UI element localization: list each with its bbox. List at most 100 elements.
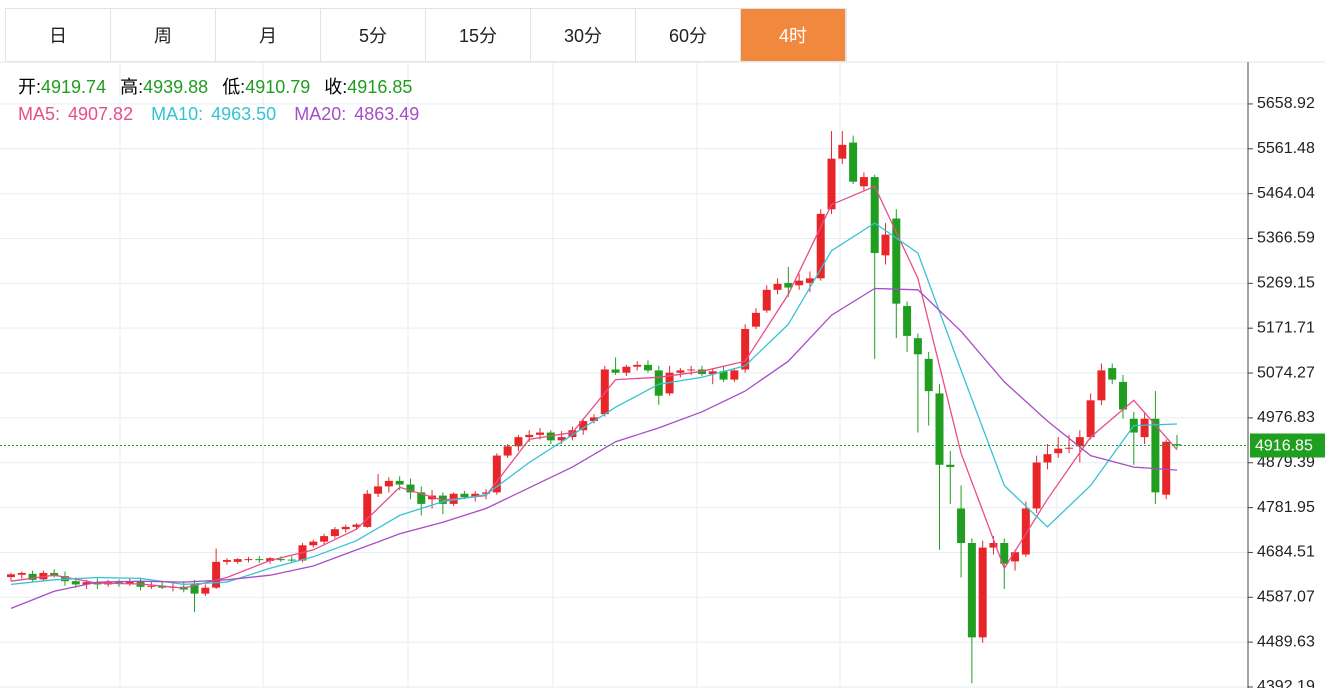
y-tick-label: 5074.27 bbox=[1257, 364, 1315, 381]
candle-body bbox=[190, 584, 199, 594]
candle-body bbox=[363, 493, 372, 527]
candle-body bbox=[730, 370, 739, 380]
candle-body bbox=[1097, 370, 1106, 401]
candle-body bbox=[276, 559, 285, 561]
period-tab[interactable]: 30分 bbox=[531, 9, 636, 61]
candle-body bbox=[957, 508, 966, 544]
candle-body bbox=[719, 371, 728, 380]
candle-body bbox=[492, 455, 501, 493]
y-tick-label: 5171.71 bbox=[1257, 319, 1315, 336]
y-tick-label: 4781.95 bbox=[1257, 499, 1315, 516]
candle-body bbox=[989, 543, 998, 548]
candle-body bbox=[125, 581, 134, 584]
candle-body bbox=[1011, 552, 1020, 562]
candle-body bbox=[309, 541, 318, 546]
period-tab[interactable]: 5分 bbox=[321, 9, 426, 61]
candle-body bbox=[633, 364, 642, 367]
candle-body bbox=[903, 305, 912, 336]
ma-legend-name: MA20: bbox=[294, 104, 347, 124]
period-tab[interactable]: 4时 bbox=[741, 9, 846, 61]
ma-legend-value: 4907.82 bbox=[68, 104, 134, 124]
candle-body bbox=[816, 213, 825, 279]
candle-body bbox=[1021, 508, 1030, 555]
period-tab[interactable]: 月 bbox=[216, 9, 321, 61]
candle-body bbox=[341, 526, 350, 530]
candle-body bbox=[579, 421, 588, 431]
last-price-tag bbox=[1250, 433, 1325, 458]
candle-body bbox=[1151, 418, 1160, 493]
y-tick-label: 5658.92 bbox=[1257, 95, 1315, 112]
ohlc-value: 4916.85 bbox=[347, 77, 413, 97]
candle-body bbox=[978, 547, 987, 638]
y-tick-label: 4489.63 bbox=[1257, 633, 1315, 650]
candle-body bbox=[557, 437, 566, 441]
period-tab[interactable]: 60分 bbox=[636, 9, 741, 61]
candle-body bbox=[913, 338, 922, 355]
candle-body bbox=[212, 561, 221, 588]
ohlc-label: 开: bbox=[18, 77, 42, 97]
candle-body bbox=[536, 432, 545, 435]
y-tick-label: 4976.83 bbox=[1257, 409, 1315, 426]
candle-body bbox=[708, 371, 717, 375]
candle-body bbox=[82, 582, 91, 585]
candle-body bbox=[676, 370, 685, 373]
candle-body bbox=[838, 144, 847, 159]
period-tab[interactable]: 周 bbox=[111, 9, 216, 61]
candle-body bbox=[158, 585, 167, 588]
candle-body bbox=[395, 480, 404, 485]
candle-body bbox=[482, 492, 491, 494]
candle-body bbox=[924, 358, 933, 392]
candle-body bbox=[233, 559, 242, 562]
candle-body bbox=[50, 572, 59, 577]
y-tick-label: 5561.48 bbox=[1257, 140, 1315, 157]
candle-body bbox=[611, 369, 620, 373]
candle-body bbox=[114, 582, 123, 584]
candle-body bbox=[805, 278, 814, 283]
candle-body bbox=[590, 417, 598, 422]
candle-body bbox=[287, 559, 296, 561]
candle-body bbox=[643, 364, 652, 371]
candle-body bbox=[1162, 441, 1171, 495]
candle-body bbox=[1173, 444, 1181, 446]
ma-line bbox=[10, 222, 1178, 586]
y-tick-label: 5366.59 bbox=[1257, 230, 1315, 247]
y-tick-label: 4392.19 bbox=[1257, 678, 1315, 688]
candle-body bbox=[352, 524, 361, 527]
candle-body bbox=[946, 464, 955, 468]
period-tab[interactable]: 15分 bbox=[426, 9, 531, 61]
candle-body bbox=[1043, 454, 1052, 463]
candle-body bbox=[784, 282, 793, 288]
candle-body bbox=[1108, 368, 1117, 380]
candle-body bbox=[406, 484, 415, 493]
ma-legend-name: MA5: bbox=[18, 104, 61, 124]
candle-body bbox=[384, 480, 393, 487]
candle-body bbox=[244, 559, 253, 561]
candle-body bbox=[859, 177, 868, 187]
candle-body bbox=[654, 370, 663, 396]
candle-body bbox=[827, 158, 836, 210]
candle-body bbox=[503, 446, 512, 456]
ohlc-label: 低: bbox=[222, 77, 246, 97]
candle-body bbox=[1054, 448, 1063, 454]
ohlc-value: 4919.74 bbox=[41, 77, 107, 97]
ohlc-value: 4939.88 bbox=[143, 77, 209, 97]
ma-line bbox=[10, 287, 1178, 610]
ohlc-label: 高: bbox=[120, 77, 144, 97]
candle-body bbox=[568, 430, 577, 438]
candle-body bbox=[320, 536, 329, 542]
candle-body bbox=[967, 543, 976, 638]
y-tick-label: 4684.51 bbox=[1257, 544, 1315, 561]
info-header: 开:4919.74 高:4939.88 低:4910.79 收:4916.85 MA5… bbox=[18, 74, 419, 128]
candle-body bbox=[1000, 543, 1009, 564]
candle-body bbox=[795, 280, 804, 286]
last-price-label: 4916.85 bbox=[1255, 438, 1313, 455]
candle-body bbox=[622, 366, 631, 373]
candle-body bbox=[525, 434, 534, 438]
candle-body bbox=[7, 574, 15, 578]
candle-body bbox=[881, 234, 890, 256]
candle-body bbox=[1075, 437, 1084, 447]
period-tab[interactable]: 日 bbox=[6, 9, 111, 61]
candle-body bbox=[1065, 447, 1074, 449]
